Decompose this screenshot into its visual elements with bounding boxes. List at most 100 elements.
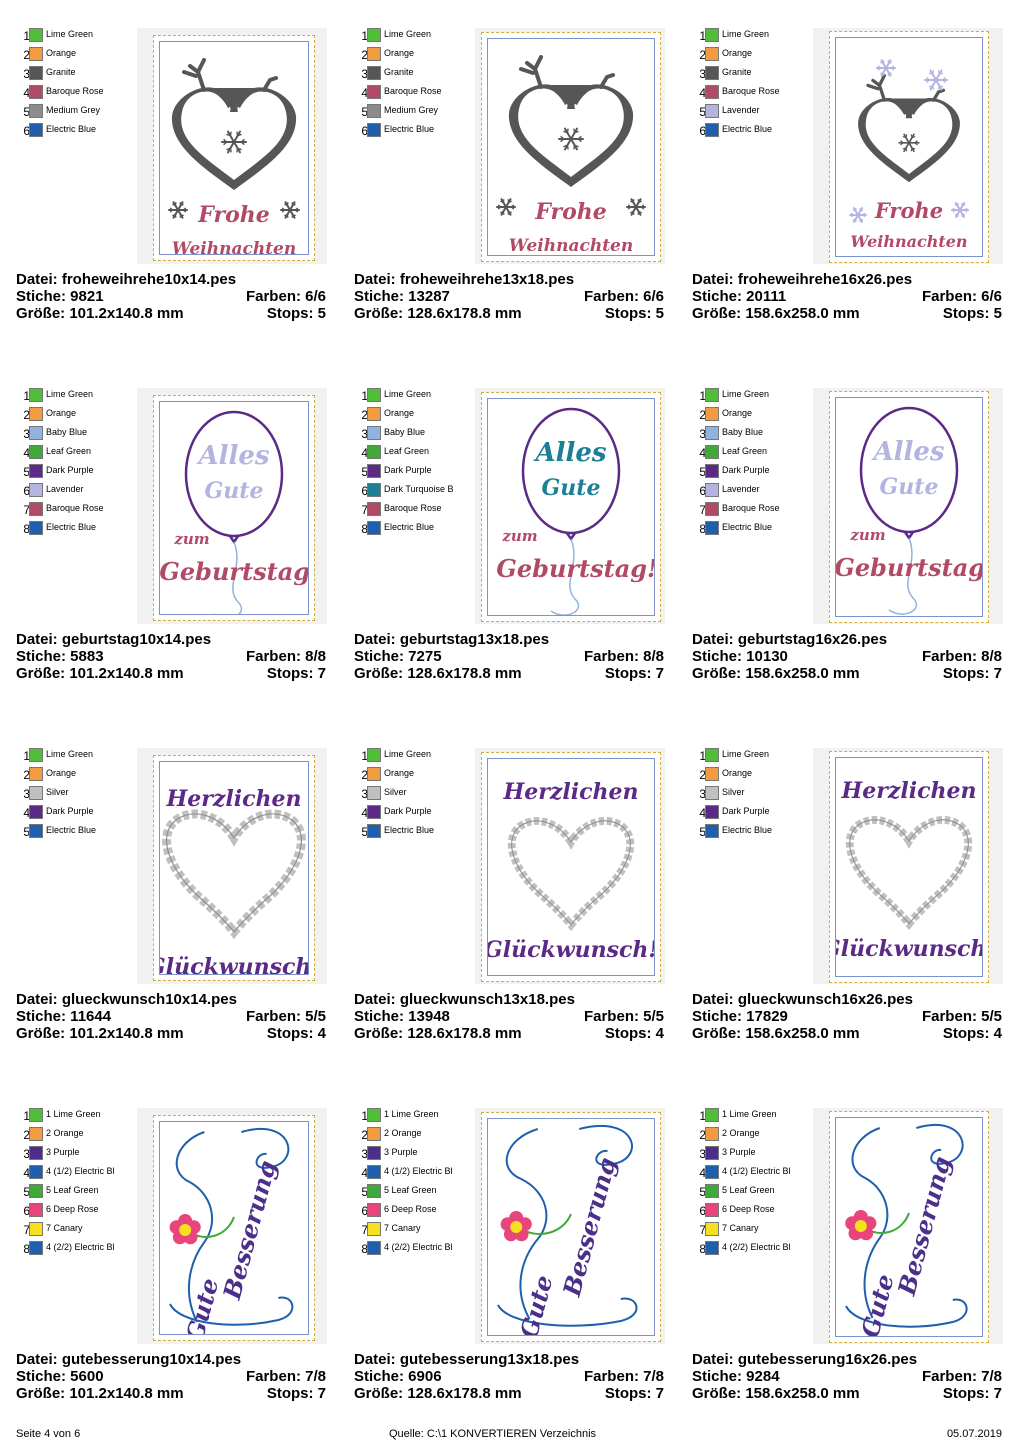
thread-number: 2 — [699, 768, 706, 782]
thread-color-item: 2 2 Orange — [354, 1127, 474, 1146]
thread-name: Lavender — [722, 105, 760, 115]
greeting-herzlichen: Herzlichen — [503, 779, 639, 805]
thread-swatch — [705, 502, 719, 516]
thread-number: 1 — [23, 29, 30, 43]
color-count: Farben: 8/8 — [583, 648, 664, 665]
thread-swatch — [705, 28, 719, 42]
thread-swatch — [367, 824, 381, 838]
thread-color-item: 7 7 Canary — [692, 1222, 812, 1241]
thread-color-list: 1 Lime Green 2 Orange 3 Granite 4 Baroque Rose 5… — [354, 28, 474, 142]
thread-color-item: 4 Dark Purple — [692, 805, 812, 824]
thread-name: Baroque Rose — [46, 503, 104, 513]
card-border: Alles Gute zum Geburtstag! — [835, 397, 983, 617]
greeting-alles: Alles — [870, 437, 944, 467]
thread-number: 4 — [361, 446, 368, 460]
thread-name: Orange — [384, 768, 415, 778]
thread-color-item: 4 Leaf Green — [692, 445, 812, 464]
thread-name: Lime Green — [722, 29, 770, 39]
thread-number: 8 — [23, 522, 30, 536]
design-card: 1 Lime Green 2 Orange 3 Granite 4 Baroque Rose 5… — [692, 28, 1012, 368]
thread-number: 7 — [699, 503, 706, 517]
thread-name: Lime Green — [46, 749, 94, 759]
greeting-geburtstag: Geburtstag! — [160, 557, 308, 586]
thread-swatch — [29, 483, 43, 497]
thread-color-item: 6 Lavender — [692, 483, 812, 502]
thread-number: 2 — [699, 408, 706, 422]
thread-color-item: 2 Orange — [16, 47, 136, 66]
thread-color-item: 3 Granite — [354, 66, 474, 85]
antlers — [519, 55, 543, 89]
thread-color-item: 1 Lime Green — [692, 28, 812, 47]
flower — [500, 1211, 532, 1242]
thread-swatch — [367, 66, 381, 80]
thread-color-item: 7 Baroque Rose — [16, 502, 136, 521]
embroidery-preview: Herzlichen Glückwunsch! — [137, 748, 327, 984]
file-name: Datei: gutebesserung16x26.pes — [692, 1351, 918, 1368]
thread-swatch — [705, 748, 719, 762]
thread-number: 4 — [699, 806, 706, 820]
thread-number: 4 — [23, 1166, 30, 1180]
thread-color-item: 2 Orange — [354, 47, 474, 66]
thread-number: 4 — [361, 86, 368, 100]
thread-number: 7 — [23, 503, 30, 517]
thread-name: Baby Blue — [384, 427, 426, 437]
thread-color-item: 6 6 Deep Rose — [16, 1203, 136, 1222]
embroidery-preview: Gute Besserung — [813, 1108, 1003, 1344]
thread-name: Leaf Green — [46, 446, 92, 456]
thread-number: 5 — [361, 465, 368, 479]
thread-swatch — [29, 388, 43, 402]
thread-color-item: 1 Lime Green — [354, 748, 474, 767]
thread-number: 1 — [361, 29, 368, 43]
thread-name: Electric Blue — [722, 124, 773, 134]
thread-swatch — [367, 1241, 381, 1255]
thread-name: 7 Canary — [384, 1223, 421, 1233]
design-info: Datei: gutebesserung16x26.pes Stiche: 928… — [692, 1351, 1002, 1402]
stitch-count: Stiche: 5600 — [16, 1368, 104, 1385]
thread-swatch — [705, 1108, 719, 1122]
thread-number: 4 — [699, 86, 706, 100]
design-card: 1 1 Lime Green 2 2 Orange 3 3 Purple 4 4 (1/2) … — [354, 1108, 674, 1448]
thread-number: 1 — [699, 389, 706, 403]
thread-name: Orange — [46, 768, 77, 778]
thread-swatch — [29, 123, 43, 137]
thread-swatch — [705, 767, 719, 781]
thread-name: Dark Purple — [46, 465, 94, 475]
thread-number: 1 — [23, 389, 30, 403]
design-card: 1 Lime Green 2 Orange 3 Baby Blue 4 Leaf Green 5… — [692, 388, 1012, 728]
thread-color-item: 2 Orange — [692, 47, 812, 66]
thread-color-item: 2 2 Orange — [692, 1127, 812, 1146]
thread-color-list: 1 Lime Green 2 Orange 3 Silver 4 Dark Purple 5 El… — [692, 748, 812, 843]
thread-color-item: 3 Granite — [16, 66, 136, 85]
stitch-count: Stiche: 5883 — [16, 648, 104, 665]
stop-count: Stops: 7 — [942, 1385, 1002, 1402]
thread-color-item: 4 4 (1/2) Electric Bl — [16, 1165, 136, 1184]
hoop-frame: Gute Besserung — [829, 1111, 989, 1343]
stitch-count: Stiche: 13948 — [354, 1008, 450, 1025]
thread-swatch — [367, 1184, 381, 1198]
thread-color-item: 5 Medium Grey — [354, 104, 474, 123]
thread-color-item: 5 5 Leaf Green — [354, 1184, 474, 1203]
balloon-string — [550, 538, 580, 615]
thread-color-item: 1 Lime Green — [354, 28, 474, 47]
stop-count: Stops: 4 — [604, 1025, 664, 1042]
right-snowflake — [626, 198, 646, 216]
thread-color-item: 5 Dark Purple — [692, 464, 812, 483]
thread-name: Electric Blue — [46, 522, 97, 532]
thread-number: 2 — [699, 1128, 706, 1142]
thread-name: Dark Purple — [722, 806, 770, 816]
thread-name: 2 Orange — [46, 1128, 84, 1138]
swirl-left — [175, 1131, 214, 1323]
thread-number: 6 — [699, 484, 706, 498]
thread-swatch — [29, 47, 43, 61]
thread-name: 5 Leaf Green — [46, 1185, 99, 1195]
thread-swatch — [367, 1203, 381, 1217]
source-path: Quelle: C:\1 KONVERTIEREN Verzeichnis — [389, 1428, 597, 1440]
thread-name: 6 Deep Rose — [46, 1204, 99, 1214]
thread-number: 6 — [699, 1204, 706, 1218]
thread-number: 2 — [361, 1128, 368, 1142]
design-info: Datei: froheweihrehe13x18.pes Stiche: 132… — [354, 271, 664, 322]
thread-swatch — [29, 502, 43, 516]
thread-name: 2 Orange — [722, 1128, 760, 1138]
thread-name: Orange — [46, 408, 77, 418]
thread-name: Lime Green — [46, 29, 94, 39]
